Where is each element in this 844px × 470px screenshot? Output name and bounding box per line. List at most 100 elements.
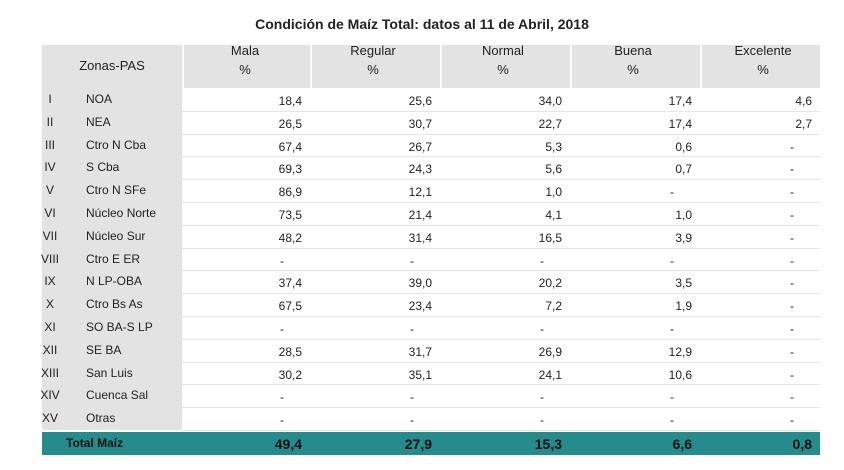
table-title: Condición de Maíz Total: datos al 11 de … bbox=[255, 16, 589, 32]
zone-name: Otras bbox=[86, 411, 116, 426]
zone-number: XIV bbox=[40, 388, 60, 403]
column-header: Regular bbox=[350, 43, 396, 58]
cell-value: - bbox=[670, 185, 674, 200]
zone-name: NEA bbox=[86, 114, 111, 129]
cell-value: 10,6 bbox=[668, 367, 692, 382]
cell-value: - bbox=[280, 413, 284, 428]
cell-value: - bbox=[670, 322, 674, 336]
zone-number: VI bbox=[44, 206, 56, 220]
row-divider bbox=[182, 133, 820, 135]
cell-value: - bbox=[670, 253, 674, 268]
row-divider bbox=[182, 407, 820, 409]
cell-value: - bbox=[790, 344, 794, 359]
cell-value: - bbox=[790, 139, 794, 154]
row-divider bbox=[182, 179, 820, 181]
header-divider bbox=[310, 45, 312, 88]
cell-value: 26,5 bbox=[278, 116, 302, 131]
column-unit: % bbox=[497, 62, 509, 77]
row-divider bbox=[182, 361, 820, 363]
row-divider bbox=[182, 110, 820, 112]
cell-value: 1,9 bbox=[675, 299, 692, 314]
row-divider bbox=[182, 202, 820, 203]
cell-value: 21,4 bbox=[408, 208, 432, 222]
cell-value: - bbox=[670, 413, 674, 428]
cell-value: 24,1 bbox=[538, 367, 562, 382]
zone-number: I bbox=[48, 92, 52, 106]
cell-value: 48,2 bbox=[278, 230, 302, 245]
cell-value: 1,0 bbox=[675, 208, 692, 222]
zone-column-background bbox=[42, 88, 182, 430]
cell-value: 26,9 bbox=[538, 344, 562, 359]
cell-value: - bbox=[540, 413, 544, 428]
row-divider bbox=[182, 338, 820, 340]
cell-value: 24,3 bbox=[408, 162, 432, 177]
cell-value: - bbox=[790, 413, 794, 428]
zone-name: Ctro Bs As bbox=[86, 297, 143, 312]
cell-value: - bbox=[410, 390, 414, 405]
cell-value: 69,3 bbox=[278, 162, 302, 177]
zone-name: Ctro N SFe bbox=[86, 183, 147, 198]
cell-value: - bbox=[280, 253, 284, 268]
zone-name: N LP-OBA bbox=[86, 274, 143, 289]
cell-value: 28,5 bbox=[278, 344, 302, 359]
cell-value: - bbox=[790, 230, 794, 245]
total-background bbox=[42, 432, 820, 455]
cell-value: 31,7 bbox=[408, 344, 432, 359]
cell-value: 67,4 bbox=[278, 139, 302, 154]
cell-value: 17,4 bbox=[668, 94, 692, 108]
zone-name: Núcleo Norte bbox=[86, 206, 157, 220]
cell-value: 30,7 bbox=[408, 116, 432, 131]
cell-value: - bbox=[280, 322, 284, 336]
header-divider bbox=[440, 45, 442, 88]
cell-value: - bbox=[790, 367, 794, 382]
cell-value: 26,7 bbox=[408, 139, 432, 154]
column-header: Buena bbox=[614, 43, 652, 58]
cell-value: - bbox=[790, 185, 794, 200]
cell-value: - bbox=[790, 253, 794, 268]
cell-value: 22,7 bbox=[538, 116, 562, 131]
zone-number: V bbox=[45, 183, 54, 198]
total-label: Total Maíz bbox=[66, 436, 124, 450]
cell-value: 35,1 bbox=[408, 367, 432, 382]
cell-value: 86,9 bbox=[278, 185, 302, 200]
cell-value: 67,5 bbox=[278, 299, 302, 314]
column-unit: % bbox=[239, 62, 251, 77]
zone-name: SO BA-S LP bbox=[86, 320, 153, 334]
total-value: 27,9 bbox=[404, 436, 432, 452]
zone-number: II bbox=[46, 114, 54, 129]
column-header: Mala bbox=[230, 43, 260, 58]
row-divider bbox=[182, 384, 820, 386]
header-divider bbox=[182, 45, 184, 88]
cell-value: - bbox=[790, 208, 794, 222]
cell-value: - bbox=[540, 390, 544, 405]
cell-value: 3,9 bbox=[675, 230, 692, 245]
zone-number: III bbox=[44, 137, 55, 152]
cell-value: 12,9 bbox=[668, 344, 692, 359]
cell-value: 4,1 bbox=[545, 208, 562, 222]
zone-name: SE BA bbox=[86, 342, 122, 357]
row-divider bbox=[182, 430, 820, 431]
cell-value: - bbox=[410, 322, 414, 336]
column-unit: % bbox=[627, 62, 639, 77]
row-divider bbox=[182, 247, 820, 249]
header-divider bbox=[700, 45, 702, 88]
cell-value: 39,0 bbox=[408, 276, 432, 291]
cell-value: 5,6 bbox=[545, 162, 562, 177]
cell-value: 5,3 bbox=[545, 139, 562, 154]
cell-value: 4,6 bbox=[795, 94, 812, 108]
cell-value: - bbox=[790, 390, 794, 405]
column-header: Excelente bbox=[734, 43, 792, 58]
cell-value: 12,1 bbox=[408, 185, 432, 200]
cell-value: - bbox=[790, 276, 794, 291]
column-unit: % bbox=[367, 62, 379, 77]
cell-value: 25,6 bbox=[408, 94, 432, 108]
zone-number: IX bbox=[44, 274, 56, 289]
zone-name: Ctro E ER bbox=[86, 251, 141, 266]
cell-value: 0,7 bbox=[675, 162, 692, 177]
cell-value: 3,5 bbox=[675, 276, 692, 291]
zone-number: IV bbox=[44, 160, 56, 175]
cell-value: 31,4 bbox=[408, 230, 432, 245]
cell-value: 2,7 bbox=[795, 116, 812, 131]
total-value: 0,8 bbox=[792, 436, 812, 452]
